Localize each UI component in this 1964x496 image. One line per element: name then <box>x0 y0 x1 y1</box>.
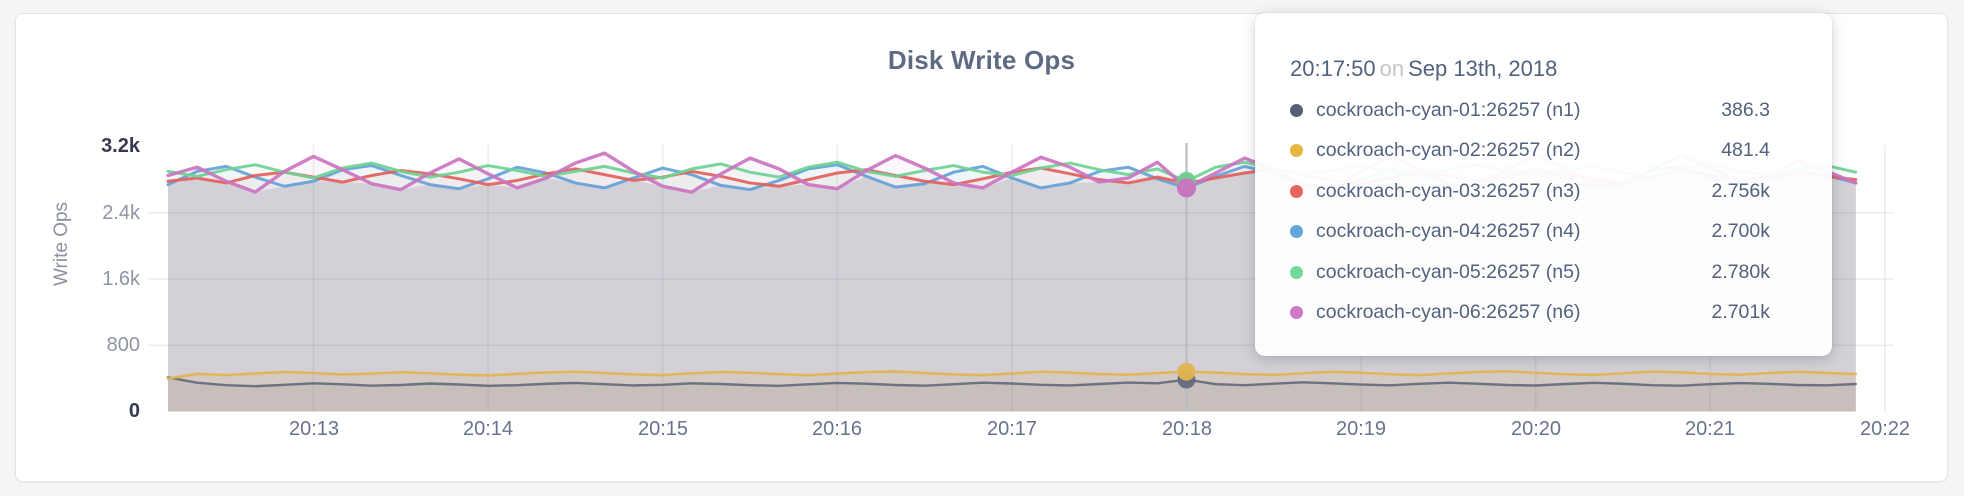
tooltip-row-n2: cockroach-cyan-02:26257 (n2) 481.4 <box>1290 131 1770 172</box>
hover-dot-n6 <box>1177 178 1196 198</box>
chart-title: Disk Write Ops <box>887 45 1076 75</box>
x-tick-2021: 20:21 <box>1684 418 1736 440</box>
x-tick-2019: 20:19 <box>1335 418 1387 440</box>
y-tick-2400: 2.4k <box>102 202 140 224</box>
series-value-n3: 2.756k <box>1711 179 1770 202</box>
tooltip-row-n6: cockroach-cyan-06:26257 (n6) 2.701k <box>1290 293 1770 334</box>
y-tick-0: 0 <box>128 400 140 422</box>
series-dot-n6-icon <box>1290 306 1303 320</box>
series-dot-n3-icon <box>1290 184 1303 198</box>
series-label-n5: cockroach-cyan-05:26257 (n5) <box>1316 260 1581 283</box>
area-fill-n2 <box>168 371 1856 412</box>
x-tick-2014: 20:14 <box>462 418 514 440</box>
tooltip-row-n4: cockroach-cyan-04:26257 (n4) 2.700k <box>1290 212 1770 253</box>
series-line-n2[interactable] <box>166 369 1858 380</box>
y-tick-3200: 3.2k <box>101 135 140 157</box>
x-tick-2017: 20:17 <box>986 418 1038 440</box>
series-line-n1[interactable] <box>166 376 1858 388</box>
series-label-n3: cockroach-cyan-03:26257 (n3) <box>1316 179 1581 202</box>
tooltip-time: 20:17:50 <box>1290 56 1376 81</box>
hover-dot-n2 <box>1177 362 1196 381</box>
series-label-n6: cockroach-cyan-06:26257 (n6) <box>1316 301 1581 324</box>
tooltip-rows: cockroach-cyan-01:26257 (n1) 386.3 cockr… <box>1290 90 1770 333</box>
series-value-n6: 2.701k <box>1711 301 1770 324</box>
y-tick-1600: 1.6k <box>102 268 140 290</box>
tooltip-row-n3: cockroach-cyan-03:26257 (n3) 2.756k <box>1290 171 1770 212</box>
series-dot-n5-icon <box>1290 265 1303 279</box>
hover-tooltip: 20:17:50 on Sep 13th, 2018 cockroach-cyan-… <box>1255 13 1832 356</box>
series-dot-n4-icon <box>1290 225 1303 239</box>
series-dot-n2-icon <box>1290 144 1303 158</box>
x-tick-2018: 20:18 <box>1161 418 1213 440</box>
x-tick-2022: 20:22 <box>1859 418 1911 440</box>
x-tick-2020: 20:20 <box>1510 418 1562 440</box>
x-tick-2015: 20:15 <box>637 418 689 440</box>
series-label-n1: cockroach-cyan-01:26257 (n1) <box>1316 98 1581 121</box>
y-tick-800: 800 <box>106 334 140 356</box>
series-label-n2: cockroach-cyan-02:26257 (n2) <box>1316 139 1581 162</box>
series-label-n4: cockroach-cyan-04:26257 (n4) <box>1316 220 1581 243</box>
tooltip-date: Sep 13th, 2018 <box>1408 56 1558 81</box>
tooltip-header: 20:17:50 on Sep 13th, 2018 <box>1290 54 1770 83</box>
tooltip-conjunction: on <box>1379 56 1405 81</box>
tooltip-row-n5: cockroach-cyan-05:26257 (n5) 2.780k <box>1290 252 1770 293</box>
area-fill-n1 <box>168 377 1856 412</box>
series-value-n4: 2.700k <box>1711 220 1770 243</box>
series-value-n5: 2.780k <box>1711 260 1770 283</box>
tooltip-row-n1: cockroach-cyan-01:26257 (n1) 386.3 <box>1290 90 1770 131</box>
series-value-n2: 481.4 <box>1721 139 1770 162</box>
series-dot-n1-icon <box>1290 103 1303 117</box>
series-value-n1: 386.3 <box>1721 98 1770 121</box>
x-tick-2016: 20:16 <box>811 418 863 440</box>
x-tick-2013: 20:13 <box>288 418 340 440</box>
